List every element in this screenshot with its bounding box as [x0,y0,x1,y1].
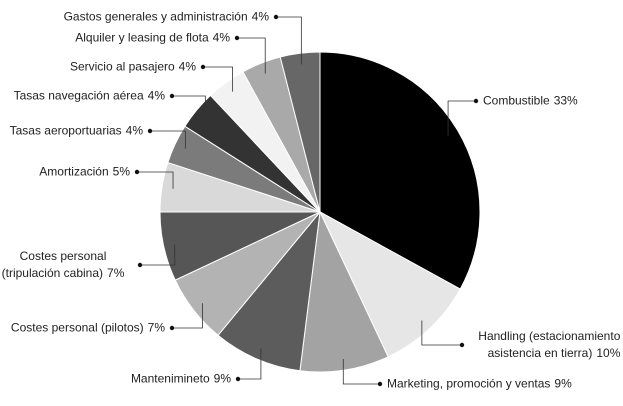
leader-line [447,100,476,137]
slice-label: Amortización 5% [39,164,130,181]
slice-label: Alquiler y leasing de flota 4% [75,30,230,47]
leader-line [150,130,186,149]
slice-label: Gastos generales y administración 4% [64,9,269,26]
leader-line [137,171,174,189]
leader-dot [147,128,153,134]
leader-line [140,244,176,266]
category-label: Handling (estacionamiento y asistencia e… [478,329,623,360]
category-label: Costes personal (tripulación cabina) [1,249,107,280]
leader-line [421,320,462,346]
pie-slice [319,51,481,290]
leader-dot [234,35,240,41]
slice-label: Tasas navegación aérea 4% [14,88,165,105]
value-label: 4% [147,88,165,103]
leader-line [203,66,233,92]
leader-line [172,303,203,329]
leader-dot [235,376,241,382]
leader-dot [134,169,140,175]
leader-dot [273,14,279,20]
pie-slice [299,210,389,373]
slice-label: Marketing, promoción y ventas 9% [387,376,572,393]
slice-label: Handling (estacionamiento y asistencia e… [469,328,623,362]
slice-label: Costes personal (pilotos) 7% [11,320,165,337]
pie-slice [279,51,321,213]
value-label: 5% [112,164,130,179]
value-label: 7% [107,266,125,280]
leader-dot [137,262,143,268]
category-label: Amortización [39,164,109,179]
slice-label: Costes personal (tripulación cabina) 7% [0,248,133,282]
leader-dot [473,98,479,104]
leader-dot [169,93,175,99]
category-label: Gastos generales y administración [63,9,248,24]
leader-line [172,95,206,118]
category-label: Mantenimineto [130,371,210,386]
leader-dot [377,381,383,387]
slice-label: Mantenimineto 9% [131,371,231,388]
slice-label: Combustible 33% [483,93,578,110]
category-label: Servicio al pasajero [69,59,175,74]
category-label: Alquiler y leasing de flota [75,30,209,45]
slice-label: Servicio al pasajero 4% [70,59,196,76]
leader-line [342,358,380,385]
leader-line [238,348,262,380]
leader-dot [459,342,465,348]
value-label: 7% [147,320,165,335]
value-label: 4% [251,9,269,24]
pie-slice [217,210,321,372]
value-label: 4% [212,30,230,45]
value-label: 9% [213,371,231,386]
value-label: 10% [596,346,621,360]
category-label: Costes personal (pilotos) [10,320,144,335]
value-label: 4% [178,59,196,74]
value-label: 4% [125,123,143,138]
category-label: Tasas navegación aérea [13,88,144,103]
value-label: 33% [553,93,578,108]
leader-dot [169,325,175,331]
slice-label: Tasas aeroportuarias 4% [10,123,143,140]
category-label: Marketing, promoción y ventas [387,376,551,391]
value-label: 9% [554,376,572,391]
leader-dot [200,64,206,70]
category-label: Tasas aeroportuarias [9,123,122,138]
pie-slice [318,210,461,358]
leader-line [276,16,302,65]
category-label: Combustible [483,93,550,108]
leader-line [237,37,266,74]
